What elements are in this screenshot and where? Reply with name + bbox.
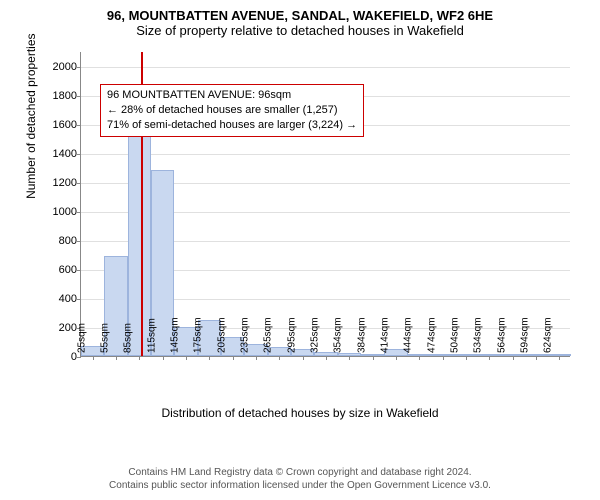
annotation-line-2: ← 28% of detached houses are smaller (1,… xyxy=(107,103,357,118)
chart-container: Number of detached properties 0200400600… xyxy=(20,42,580,422)
xtick-label: 384sqm xyxy=(356,317,367,356)
annotation-box: 96 MOUNTBATTEN AVENUE: 96sqm ← 28% of de… xyxy=(100,84,364,137)
annotation-line-3: 71% of semi-detached houses are larger (… xyxy=(107,118,357,133)
ytick-label: 400 xyxy=(59,293,81,305)
x-axis-label: Distribution of detached houses by size … xyxy=(161,406,438,420)
xtick-label: 474sqm xyxy=(426,317,437,356)
ytick-label: 1800 xyxy=(53,90,81,102)
xtick-label: 115sqm xyxy=(146,318,157,356)
xtick-label: 235sqm xyxy=(240,317,251,356)
xtick-label: 55sqm xyxy=(100,323,111,356)
xtick-label: 175sqm xyxy=(193,317,204,356)
xtick-label: 594sqm xyxy=(520,317,531,356)
page-title: 96, MOUNTBATTEN AVENUE, SANDAL, WAKEFIEL… xyxy=(107,8,493,23)
xtick-label: 444sqm xyxy=(403,317,414,356)
page-subtitle: Size of property relative to detached ho… xyxy=(136,23,464,38)
footer-line-2: Contains public sector information licen… xyxy=(109,479,491,492)
xtick-label: 265sqm xyxy=(263,317,274,356)
ytick-label: 1200 xyxy=(53,177,81,189)
ytick-label: 1600 xyxy=(53,119,81,131)
xtick-label: 205sqm xyxy=(216,317,227,356)
xtick-label: 534sqm xyxy=(473,317,484,356)
xtick-label: 295sqm xyxy=(286,317,297,356)
ytick-label: 800 xyxy=(59,235,81,247)
ytick-label: 1000 xyxy=(53,206,81,218)
xtick-label: 414sqm xyxy=(380,317,391,356)
xtick-label: 354sqm xyxy=(333,317,344,356)
xtick-label: 624sqm xyxy=(543,317,554,356)
footer-line-1: Contains HM Land Registry data © Crown c… xyxy=(109,466,491,479)
xtick-label: 85sqm xyxy=(123,323,134,356)
gridline xyxy=(81,67,570,68)
xtick-label: 25sqm xyxy=(76,323,87,356)
xtick-label: 145sqm xyxy=(170,317,181,356)
xtick-label: 504sqm xyxy=(450,317,461,356)
footer: Contains HM Land Registry data © Crown c… xyxy=(109,466,491,492)
y-axis-label: Number of detached properties xyxy=(24,33,38,198)
annotation-line-1: 96 MOUNTBATTEN AVENUE: 96sqm xyxy=(107,88,357,103)
xtick-label: 325sqm xyxy=(310,317,321,356)
ytick-label: 1400 xyxy=(53,148,81,160)
ytick-label: 600 xyxy=(59,264,81,276)
ytick-label: 2000 xyxy=(53,61,81,73)
gridline xyxy=(81,154,570,155)
xtick-label: 564sqm xyxy=(496,317,507,356)
